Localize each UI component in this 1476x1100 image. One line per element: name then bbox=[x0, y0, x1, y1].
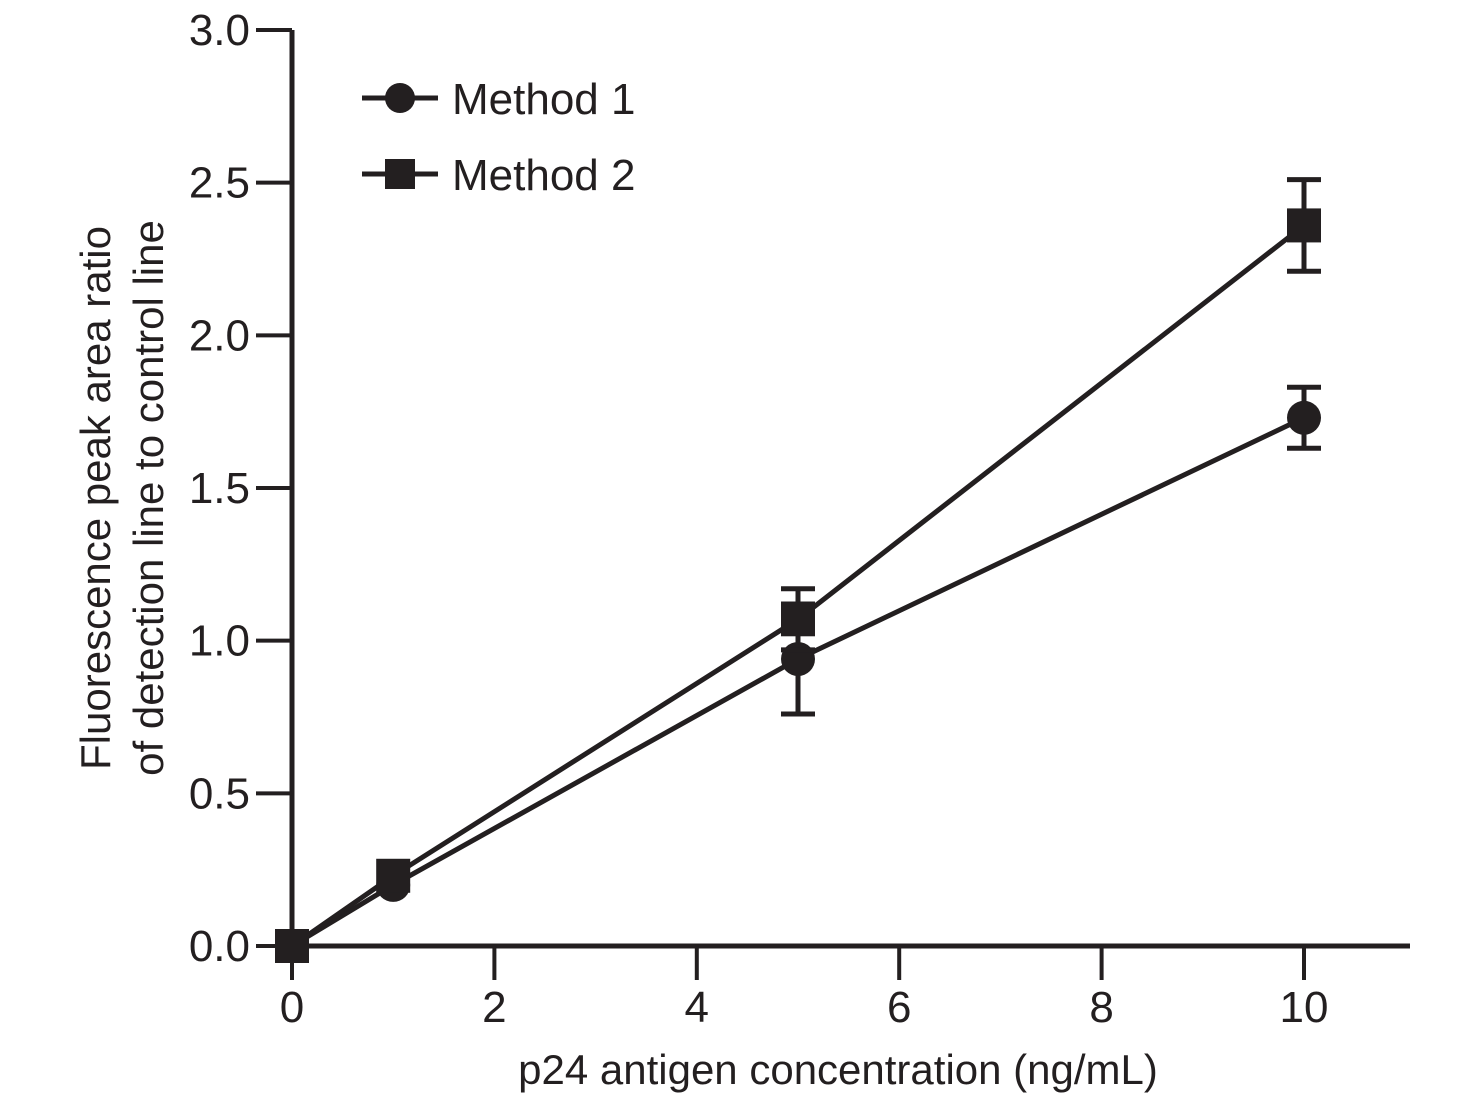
legend-marker bbox=[385, 83, 415, 113]
data-point bbox=[376, 858, 411, 893]
x-tick-label: 4 bbox=[685, 983, 709, 1032]
x-tick-label: 2 bbox=[482, 983, 506, 1032]
data-point bbox=[275, 929, 309, 963]
series-1 bbox=[275, 384, 1321, 963]
axes: 0.0 0.5 1.0 1.5 2.0 2.5 3.0 0 2 4 6 8 10 bbox=[189, 6, 1410, 1032]
y-axis-title-line-2: of detection line to control line bbox=[125, 220, 172, 776]
series-line bbox=[290, 415, 1306, 949]
y-tick-label: 0.5 bbox=[189, 769, 250, 818]
x-tick-label: 6 bbox=[887, 983, 911, 1032]
legend-label: Method 1 bbox=[452, 75, 635, 124]
legend-marker bbox=[385, 159, 415, 189]
y-axis-title-line-1: Fluorescence peak area ratio bbox=[72, 226, 119, 770]
data-point bbox=[781, 602, 815, 637]
legend-label: Method 2 bbox=[452, 151, 635, 200]
data-point bbox=[1287, 208, 1321, 243]
series-2 bbox=[275, 177, 1321, 963]
y-tick-label: 1.5 bbox=[189, 464, 250, 513]
legend-item-2: Method 2 bbox=[362, 151, 635, 200]
x-tick-label: 10 bbox=[1280, 983, 1329, 1032]
series-group bbox=[275, 177, 1321, 963]
legend: Method 1 Method 2 bbox=[362, 75, 635, 200]
x-axis-title: p24 antigen concentration (ng/mL) bbox=[518, 1046, 1158, 1093]
y-tick-label: 0.0 bbox=[189, 922, 250, 971]
data-point bbox=[1287, 400, 1321, 435]
y-tick-label: 1.0 bbox=[189, 617, 250, 666]
x-tick-label: 0 bbox=[280, 983, 304, 1032]
y-tick-label: 2.5 bbox=[189, 159, 250, 208]
legend-item-1: Method 1 bbox=[362, 75, 635, 124]
series-line bbox=[290, 223, 1306, 949]
x-tick-label: 8 bbox=[1089, 983, 1113, 1032]
y-tick-label: 3.0 bbox=[189, 6, 250, 55]
y-tick-label: 2.0 bbox=[189, 311, 250, 360]
